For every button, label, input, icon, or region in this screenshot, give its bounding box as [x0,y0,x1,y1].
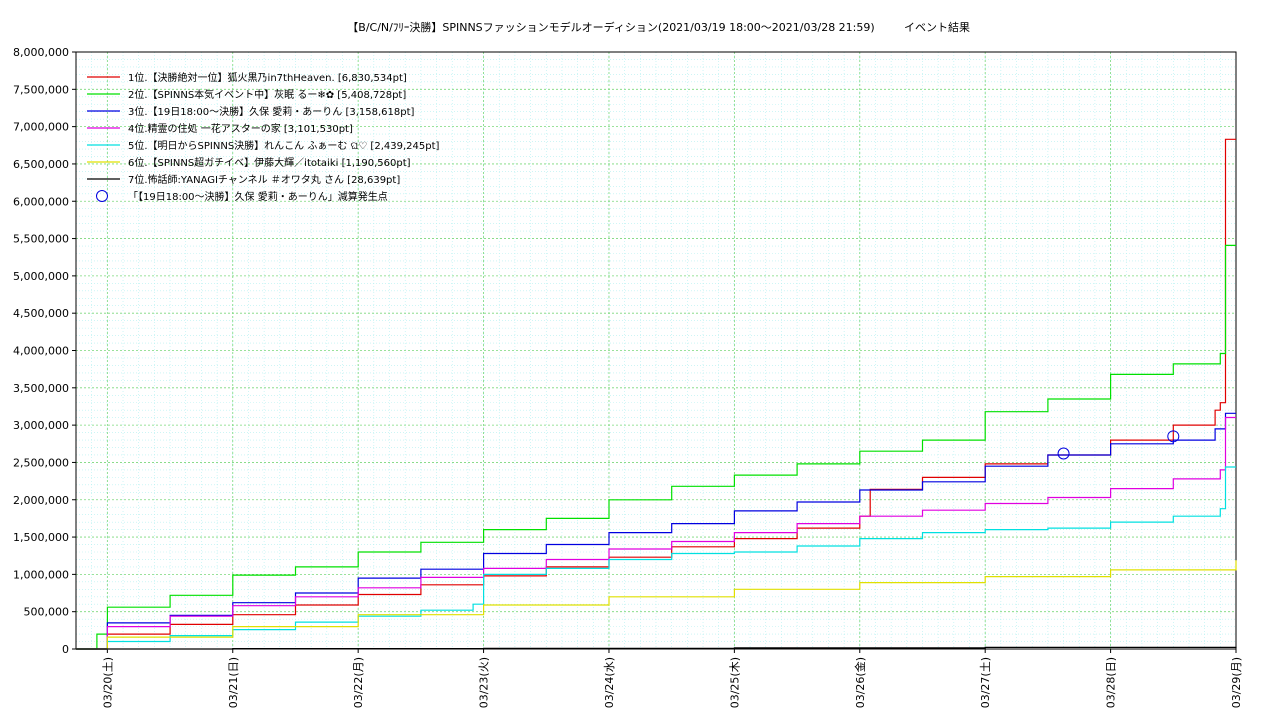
x-tick-label: 03/28(日) [1105,657,1118,708]
deduction-marker [1057,447,1070,460]
chart-subtitle: イベント結果 [904,20,970,34]
y-tick-label: 6,500,000 [13,158,69,171]
x-tick-label: 03/25(木) [728,657,741,708]
y-tick-label: 8,000,000 [13,46,69,59]
legend: 1位.【決勝絶対一位】狐火黒乃in7thHeaven. [6,830,534pt… [87,71,439,203]
x-tick-label: 03/29(月) [1230,657,1243,708]
y-tick-label: 4,000,000 [13,345,69,358]
y-tick-label: 3,500,000 [13,382,69,395]
y-tick-label: 500,000 [24,606,70,619]
y-tick-label: 7,000,000 [13,121,69,134]
legend-label-7: 7位.怖話師:YANAGIチャンネル ＃オワタ丸 さん [28,639pt] [128,173,400,186]
plot-frame [75,51,1237,650]
legend-marker-label: 「【19日18:00～決勝】久保 愛莉・あーりん」減算発生点 [128,190,388,203]
y-tick-label: 0 [62,643,69,656]
y-tick-label: 7,500,000 [13,83,69,96]
y-tick-label: 2,000,000 [13,494,69,507]
legend-label-3: 3位.【19日18:00～決勝】久保 愛莉・あーりん [3,158,618pt] [128,105,415,118]
x-tick-label: 03/22(月) [352,657,365,708]
series-line-4 [76,416,1236,650]
y-tick-label: 5,000,000 [13,270,69,283]
x-tick-label: 03/27(土) [979,657,992,708]
y-tick-label: 1,000,000 [13,568,69,581]
x-tick-label: 03/20(土) [101,657,114,708]
series-line-7 [76,646,1237,650]
legend-label-1: 1位.【決勝絶対一位】狐火黒乃in7thHeaven. [6,830,534pt… [128,71,407,84]
legend-label-5: 5位.【明日からSPINNS決勝】れんこん ふぁーむ ଘ♡ [2,439,245… [128,139,439,152]
y-tick-label: 6,000,000 [13,195,69,208]
series-line-3 [76,412,1236,650]
series-lines [76,138,1237,650]
y-tick-label: 1,500,000 [13,531,69,544]
x-tick-label: 03/26(金) [853,657,867,708]
x-tick-label: 03/23(火) [478,657,491,708]
grid [75,51,1237,650]
deduction-marker [1167,430,1180,443]
legend-label-4: 4位.精霊の住処 一花アスターの家 [3,101,530pt] [128,122,353,135]
y-tick-label: 2,500,000 [13,456,69,469]
x-tick-label: 03/24(水) [603,657,616,708]
chart-title: 【B/C/N/ﾌﾘｰ決勝】SPINNSファッションモデルオーディション(2021… [347,20,874,34]
legend-marker-swatch [96,190,108,202]
y-tick-label: 4,500,000 [13,307,69,320]
series-line-5 [76,466,1236,650]
y-tick-label: 5,500,000 [13,233,69,246]
series-line-1 [76,138,1236,650]
legend-label-2: 2位.【SPINNS本気イベント中】灰眠 るー❄✿ [5,408,728pt] [128,88,406,101]
series-line-2 [76,244,1236,650]
legend-label-6: 6位.【SPINNS超ガチイベ】伊藤大輝／itotaiki [1,190,560… [128,156,411,169]
y-tick-label: 3,000,000 [13,419,69,432]
deduction-markers [1057,430,1180,460]
axes: 0 500,000 1,000,000 1,500,000 2,000,000 2,500… [13,46,1243,708]
x-tick-label: 03/21(日) [227,657,240,708]
series-line-6 [76,560,1237,650]
